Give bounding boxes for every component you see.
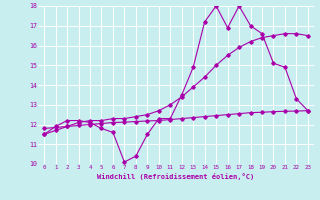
X-axis label: Windchill (Refroidissement éolien,°C): Windchill (Refroidissement éolien,°C) — [97, 173, 255, 180]
